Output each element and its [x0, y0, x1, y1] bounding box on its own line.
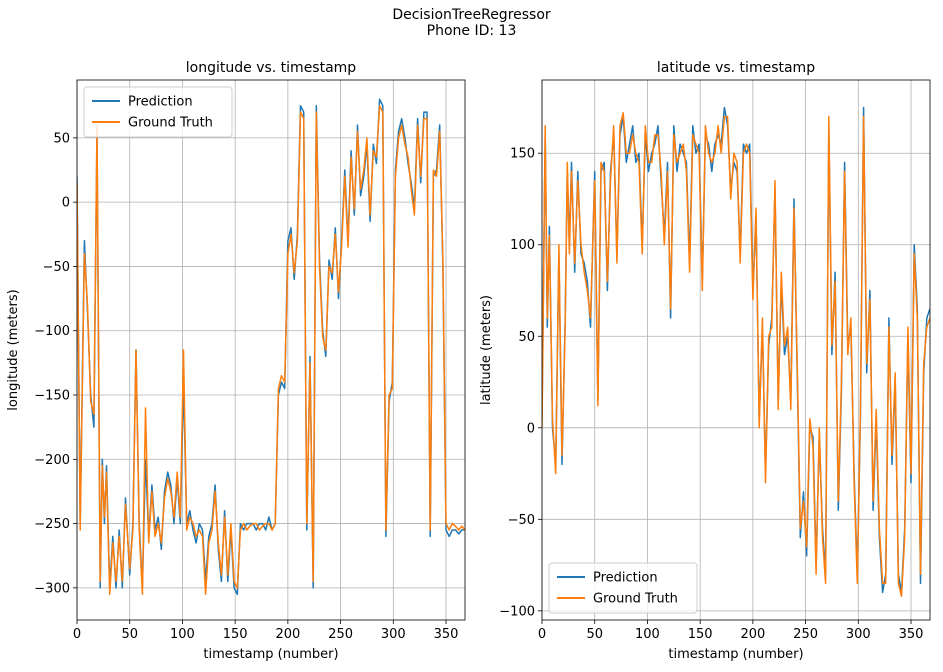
longitude-chart: 0 50 100 150 200 250 300 350 −300 −250 −200 −150 −10… — [6, 60, 466, 662]
x-tick-label: 150 — [688, 627, 713, 642]
y-axis-label: latitude (meters) — [479, 295, 494, 405]
y-axis-label: longitude (meters) — [6, 289, 21, 410]
x-tick-label: 250 — [793, 627, 818, 642]
y-tick-label: 0 — [527, 421, 535, 436]
x-tick-label: 350 — [434, 627, 459, 642]
y-tick-label: 100 — [510, 238, 535, 253]
y-tick-label: 150 — [510, 147, 535, 162]
series-line-ground-truth — [542, 112, 930, 597]
y-tick-label: −100 — [499, 604, 535, 619]
x-tick-label: 200 — [275, 627, 300, 642]
x-tick-label: 150 — [223, 627, 248, 642]
chart-title: longitude vs. timestamp — [186, 60, 357, 76]
x-tick-label: 350 — [899, 627, 924, 642]
x-tick-label: 0 — [73, 627, 81, 642]
y-tick-label: 50 — [518, 330, 535, 345]
series-line-prediction — [77, 98, 465, 596]
axes-frame — [541, 79, 931, 621]
legend: Prediction Ground Truth — [548, 562, 698, 614]
x-tick-label: 300 — [846, 627, 871, 642]
legend-label: Ground Truth — [593, 592, 678, 607]
legend-box — [548, 562, 698, 614]
legend-label: Ground Truth — [128, 116, 213, 131]
y-tick-label: 0 — [62, 196, 70, 211]
x-tick-label: 50 — [586, 627, 603, 642]
grid — [76, 80, 465, 620]
figure-suptitle-line1: DecisionTreeRegressor — [392, 7, 551, 23]
x-tick-label: 200 — [740, 627, 765, 642]
axes-frame — [76, 79, 466, 621]
x-axis-label: timestamp (number) — [203, 647, 338, 662]
x-axis-label: timestamp (number) — [668, 647, 803, 662]
x-tick-label: 50 — [121, 627, 138, 642]
y-tick-label: −200 — [34, 453, 70, 468]
legend-label: Prediction — [128, 95, 193, 110]
series-line-ground-truth — [77, 104, 465, 596]
y-tick-label: −300 — [34, 581, 70, 596]
x-tick-label: 300 — [381, 627, 406, 642]
x-tick-label: 100 — [170, 627, 195, 642]
y-tick-label: 50 — [53, 131, 70, 146]
figure-suptitle-line2: Phone ID: 13 — [426, 23, 517, 39]
legend-box — [83, 86, 233, 138]
y-tick-label: −50 — [508, 513, 535, 528]
y-tick-label: −50 — [43, 260, 70, 275]
x-tick-label: 0 — [538, 627, 546, 642]
legend: Prediction Ground Truth — [83, 86, 233, 138]
legend-label: Prediction — [593, 571, 658, 586]
y-tick-label: −150 — [34, 389, 70, 404]
y-tick-label: −250 — [34, 517, 70, 532]
x-tick-label: 250 — [328, 627, 353, 642]
latitude-chart: 0 50 100 150 200 250 300 350 −100 −50 0 50 100 150 lat… — [479, 60, 931, 662]
chart-title: latitude vs. timestamp — [657, 60, 815, 76]
x-tick-label: 100 — [635, 627, 660, 642]
y-tick-label: −100 — [34, 324, 70, 339]
